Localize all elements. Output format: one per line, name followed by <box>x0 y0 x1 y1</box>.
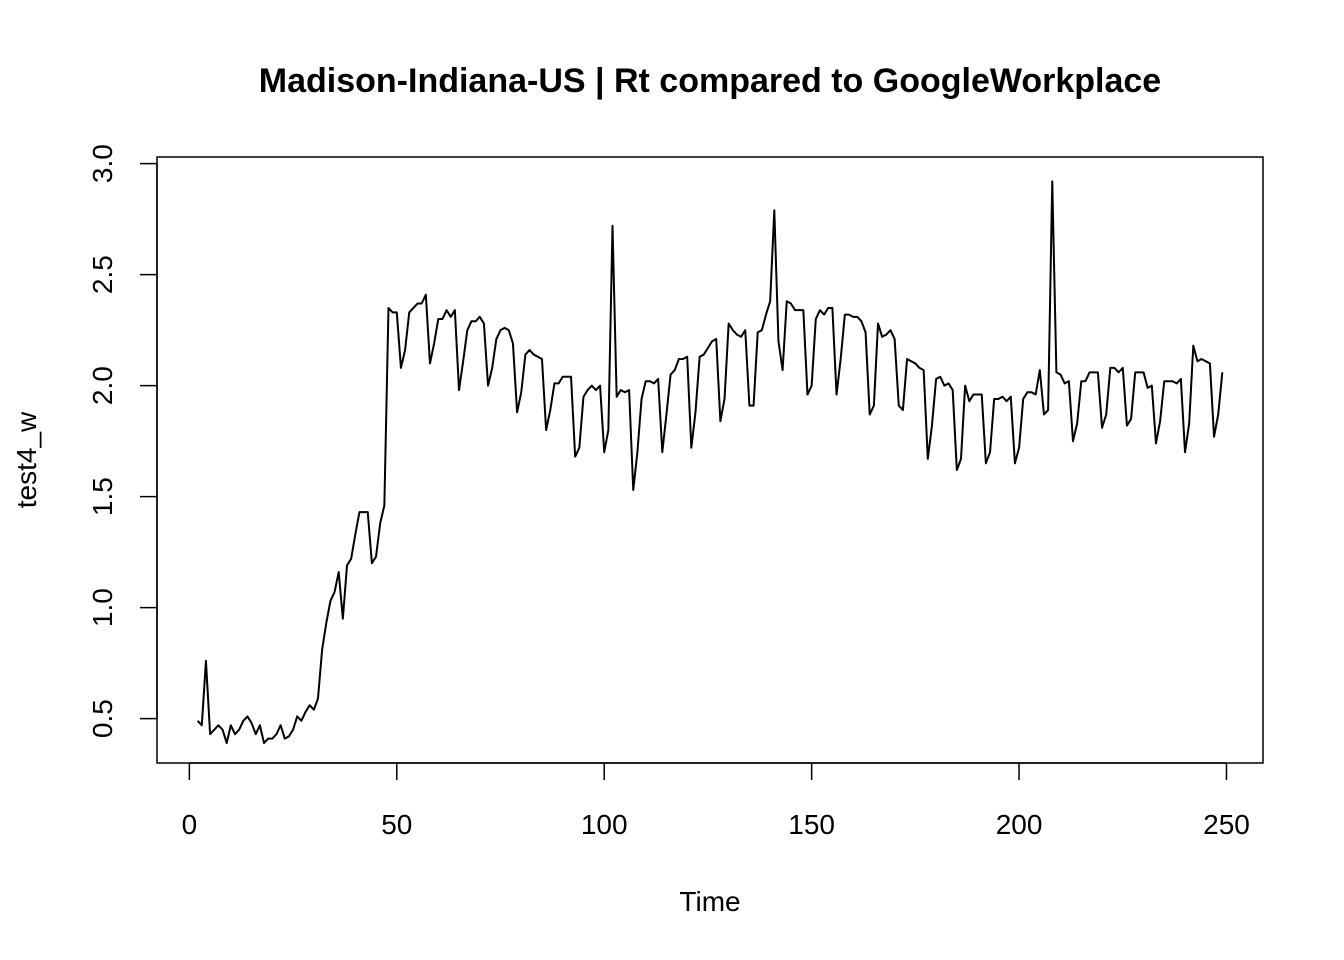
y-tick-label: 1.0 <box>87 588 118 627</box>
y-tick-label: 3.0 <box>87 144 118 183</box>
x-axis-label: Time <box>679 886 740 917</box>
x-axis: 0 50 100 150 200 250 <box>182 762 1250 840</box>
x-tick-label: 150 <box>788 809 835 840</box>
y-tick-label: 2.5 <box>87 255 118 294</box>
y-axis: 0.5 1.0 1.5 2.0 2.5 3.0 <box>87 144 158 738</box>
x-tick-label: 0 <box>182 809 198 840</box>
x-tick-label: 50 <box>381 809 412 840</box>
x-tick-label: 250 <box>1203 809 1250 840</box>
x-tick-label: 100 <box>581 809 628 840</box>
y-tick-label: 1.5 <box>87 477 118 516</box>
series-line <box>196 180 1224 745</box>
plot-area-frame <box>156 156 1264 764</box>
chart-title: Madison-Indiana-US | Rt compared to Goog… <box>259 62 1161 100</box>
y-tick-label: 0.5 <box>87 699 118 738</box>
y-axis-label: test4_w <box>11 411 42 508</box>
x-tick-label: 200 <box>996 809 1043 840</box>
y-tick-label: 2.0 <box>87 366 118 405</box>
